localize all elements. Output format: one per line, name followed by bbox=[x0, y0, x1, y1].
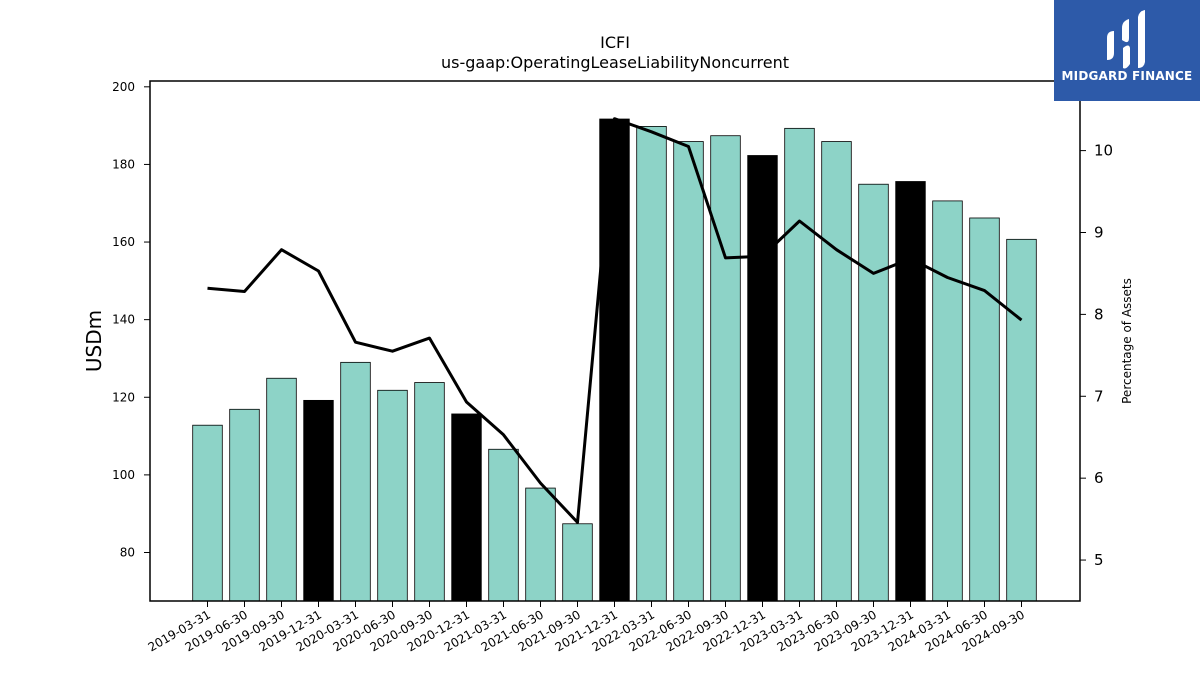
y-tick-label: 120 bbox=[112, 390, 135, 404]
bar bbox=[192, 424, 223, 602]
midgard-finance-logo: MIDGARD FINANCE bbox=[1054, 0, 1200, 101]
bar bbox=[636, 126, 667, 602]
y-tick-label-right: 5 bbox=[1094, 551, 1104, 569]
bar bbox=[895, 181, 926, 602]
y-tick-label: 100 bbox=[112, 468, 135, 482]
bar bbox=[1006, 238, 1037, 602]
chart-subtitle: us-gaap:OperatingLeaseLiabilityNoncurren… bbox=[441, 53, 789, 72]
bar bbox=[451, 413, 482, 602]
bar bbox=[747, 155, 778, 602]
bar bbox=[562, 523, 593, 602]
y-tick-label: 180 bbox=[112, 157, 135, 171]
bar bbox=[599, 118, 630, 602]
y-axis-left: 80 100 120 140 160 180 200 bbox=[112, 80, 150, 559]
y-tick-label-right: 8 bbox=[1094, 305, 1104, 323]
bar bbox=[340, 361, 371, 602]
bar bbox=[821, 141, 852, 602]
bar bbox=[710, 135, 741, 602]
y-axis-label-right: Percentage of Assets bbox=[1120, 278, 1134, 404]
y-tick-label: 140 bbox=[112, 313, 135, 327]
y-tick-label-right: 10 bbox=[1094, 142, 1113, 160]
y-axis-label-left: USDm bbox=[82, 310, 106, 372]
line-series bbox=[207, 117, 1023, 524]
bar bbox=[932, 200, 963, 602]
y-tick-label: 80 bbox=[120, 545, 135, 559]
y-tick-label: 200 bbox=[112, 80, 135, 94]
bar bbox=[488, 448, 519, 602]
bar bbox=[858, 183, 889, 602]
y-tick-label-right: 9 bbox=[1094, 223, 1104, 241]
bar bbox=[784, 127, 815, 602]
y-tick-label: 160 bbox=[112, 235, 135, 249]
logo-mark-icon bbox=[1107, 10, 1145, 69]
x-axis: 2019-03-312019-06-302019-09-302019-12-31… bbox=[146, 601, 1027, 654]
bar bbox=[377, 389, 408, 602]
bar bbox=[525, 487, 556, 602]
bar bbox=[969, 217, 1000, 602]
bar bbox=[414, 382, 445, 602]
bar bbox=[303, 399, 334, 602]
bar bbox=[673, 141, 704, 602]
bar bbox=[266, 377, 297, 602]
y-tick-label-right: 6 bbox=[1094, 469, 1104, 487]
chart-title: ICFI bbox=[600, 33, 630, 52]
y-axis-right: 5 6 7 8 9 10 bbox=[1080, 142, 1113, 569]
logo-text: MIDGARD FINANCE bbox=[1061, 69, 1193, 83]
bar-series bbox=[192, 118, 1037, 602]
bar bbox=[229, 408, 260, 602]
y-tick-label-right: 7 bbox=[1094, 387, 1104, 405]
